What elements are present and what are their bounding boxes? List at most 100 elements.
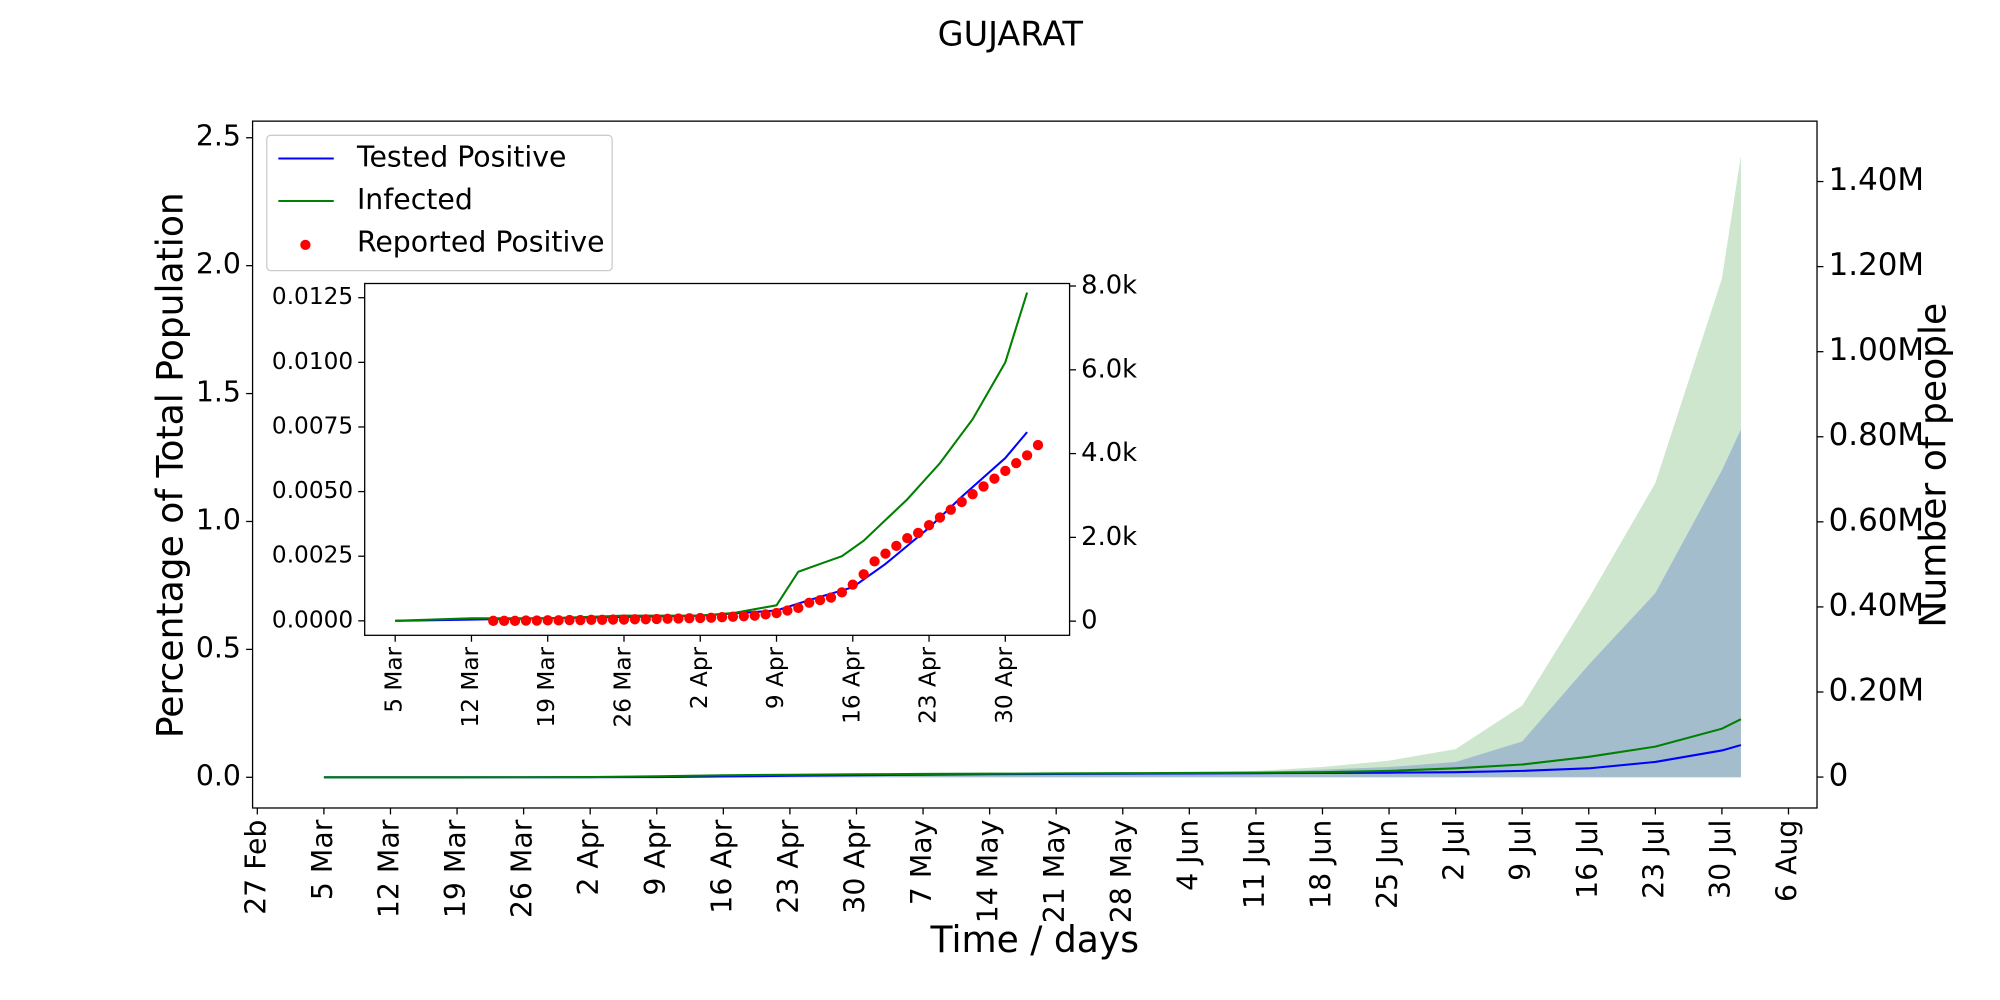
data-point: [640, 614, 651, 625]
data-point: [912, 527, 924, 539]
data-point: [869, 556, 880, 567]
x-tick-label: 5 Mar: [381, 646, 408, 712]
data-point: [989, 473, 1000, 484]
data-point: [836, 587, 848, 598]
data-point: [967, 489, 978, 500]
y2-tick-label: 0.40M: [1829, 587, 1924, 623]
x-tick-label: 16 Apr: [705, 819, 738, 913]
data-point: [607, 614, 619, 625]
data-point: [705, 612, 717, 623]
data-point: [956, 496, 967, 508]
x-tick-label: 4 Jun: [1171, 820, 1204, 891]
x-tick-label: 18 Jun: [1304, 820, 1337, 909]
data-point: [738, 611, 749, 622]
data-point: [847, 579, 858, 590]
y-tick-label: 0.0050: [272, 477, 353, 504]
x-tick-label: 19 Mar: [533, 646, 560, 727]
data-point: [760, 609, 771, 620]
data-point: [509, 615, 521, 626]
data-point: [488, 615, 499, 626]
data-point: [542, 615, 553, 626]
x-tick-label: 9 Jul: [1504, 820, 1537, 881]
axes-frame: [364, 282, 1071, 636]
x-tick-label: 9 Apr: [762, 646, 789, 709]
x-tick-label: 26 Mar: [609, 646, 636, 727]
data-point: [1032, 439, 1044, 451]
x-tick-label: 6 Aug: [1770, 820, 1803, 902]
data-point: [531, 615, 542, 626]
line: [323, 718, 1742, 779]
data-point: [662, 613, 673, 624]
y2-tick-label: 6.0k: [1081, 354, 1137, 384]
data-point: [978, 481, 989, 492]
data-point: [727, 611, 739, 622]
y2-axis-label: Number of people: [1913, 303, 1955, 628]
x-tick-label: 30 Apr: [991, 646, 1018, 723]
y-tick-label: 0.0: [196, 759, 241, 792]
y-tick-label: 0.0100: [272, 348, 353, 375]
data-point: [520, 615, 532, 626]
data-point: [934, 512, 946, 523]
y2-tick-label: 0: [1081, 606, 1097, 636]
data-point: [673, 613, 684, 624]
y-tick-label: 0.0000: [272, 606, 353, 633]
chart-title: GUJARAT: [938, 15, 1084, 54]
data-point: [651, 613, 662, 625]
x-tick-label: 28 May: [1105, 820, 1138, 924]
x-tick-label: 5 Mar: [306, 819, 339, 900]
data-point: [771, 607, 782, 619]
data-point: [553, 615, 564, 626]
y-tick-label: 0.0125: [272, 283, 353, 310]
x-tick-label: 23 Apr: [915, 646, 942, 723]
x-tick-label: 19 Mar: [439, 819, 472, 918]
legend-label: Reported Positive: [357, 226, 605, 259]
y2-tick-label: 2.0k: [1081, 522, 1137, 552]
y2-tick-label: 0.60M: [1829, 502, 1924, 538]
y-tick-label: 0.0025: [272, 542, 353, 569]
data-point: [586, 614, 597, 625]
data-point: [804, 597, 815, 608]
x-tick-label: 30 Apr: [838, 819, 871, 913]
data-point: [684, 613, 695, 624]
x-tick-label: 14 May: [972, 820, 1005, 924]
x-tick-label: 7 May: [905, 820, 938, 906]
y-axis-label: Percentage of Total Population: [150, 192, 192, 738]
data-point: [564, 614, 575, 626]
y2-tick-label: 1.20M: [1829, 247, 1924, 283]
data-point: [749, 610, 760, 621]
x-tick-label: 23 Jul: [1637, 820, 1670, 899]
y-tick-label: 1.0: [196, 503, 241, 536]
x-tick-label: 27 Feb: [239, 820, 272, 915]
data-point: [880, 548, 891, 559]
x-tick-label: 16 Jul: [1571, 820, 1604, 899]
y-tick-label: 0.0075: [272, 412, 353, 439]
data-point: [716, 612, 728, 623]
data-point: [858, 569, 869, 580]
x-tick-label: 23 Apr: [772, 819, 805, 913]
y2-tick-label: 1.40M: [1829, 162, 1924, 198]
data-point: [597, 614, 608, 625]
data-point: [814, 595, 826, 606]
y2-tick-label: 0.80M: [1829, 417, 1924, 453]
axes-frame: [251, 120, 1818, 809]
x-tick-label: 9 Apr: [639, 819, 672, 895]
data-point: [891, 540, 902, 552]
y-tick-label: 0.5: [196, 631, 241, 664]
x-tick-label: 2 Apr: [686, 646, 713, 709]
x-tick-label: 12 Mar: [457, 646, 484, 727]
data-point: [782, 605, 793, 616]
data-point: [793, 602, 804, 614]
data-point: [1021, 450, 1033, 461]
x-tick-label: 16 Apr: [838, 646, 865, 723]
x-tick-label: 26 Mar: [506, 819, 539, 918]
data-point: [498, 615, 510, 626]
x-tick-label: 11 Jun: [1238, 820, 1271, 909]
legend-box: [266, 134, 613, 272]
y-tick-label: 2.5: [196, 120, 241, 153]
legend-label: Infected: [357, 183, 473, 216]
data-point: [902, 532, 913, 544]
x-tick-label: 21 May: [1038, 820, 1071, 924]
y2-tick-label: 1.00M: [1829, 332, 1924, 368]
y2-tick-label: 8.0k: [1081, 271, 1137, 301]
